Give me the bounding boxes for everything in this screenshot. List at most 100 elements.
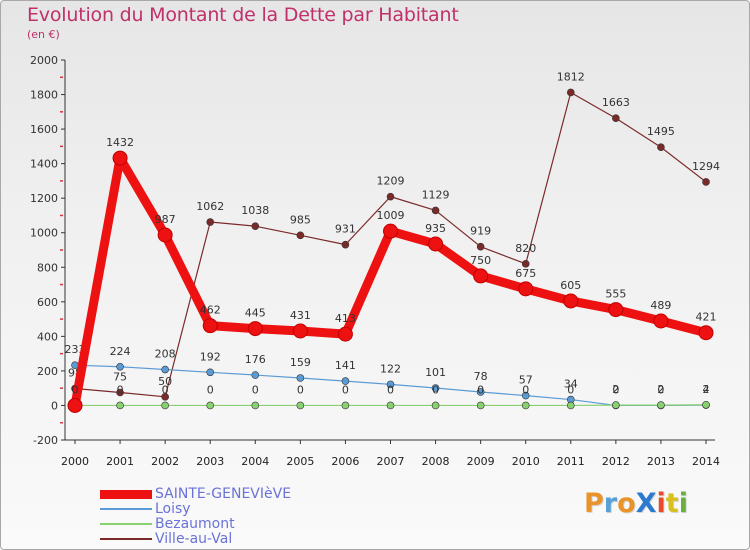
data-label: 1038 — [241, 204, 269, 217]
legend-swatch — [100, 489, 152, 499]
x-tick-label: 2007 — [377, 455, 405, 468]
y-tick-label: 1800 — [30, 89, 58, 102]
y-tick-label: 600 — [37, 296, 58, 309]
data-label: 462 — [200, 304, 221, 317]
y-tick-label: 200 — [37, 365, 58, 378]
data-label: 0 — [477, 383, 484, 396]
data-label: 985 — [290, 213, 311, 226]
data-label: 0 — [522, 383, 529, 396]
data-label: 141 — [335, 359, 356, 372]
x-tick-label: 2002 — [151, 455, 179, 468]
data-label: 1209 — [377, 175, 405, 188]
data-label: 1062 — [196, 200, 224, 213]
data-label: 0 — [252, 383, 259, 396]
data-point — [431, 384, 440, 392]
data-label: 0 — [342, 383, 349, 396]
data-point — [116, 401, 124, 410]
legend-item: Loisy — [100, 501, 191, 517]
data-label: 224 — [110, 345, 131, 358]
data-point — [521, 391, 530, 400]
data-label: 57 — [519, 374, 533, 387]
data-label: 421 — [696, 311, 717, 324]
data-label: 4 — [703, 383, 710, 396]
data-label: 0 — [207, 383, 214, 396]
data-label: 987 — [155, 213, 176, 226]
data-label: 919 — [470, 225, 491, 238]
data-label: 0 — [567, 383, 574, 396]
data-point — [386, 192, 395, 201]
data-point — [702, 400, 710, 409]
brand-letter: i — [678, 488, 688, 519]
data-point — [67, 397, 83, 413]
data-point — [657, 143, 665, 152]
data-label: 0 — [117, 383, 124, 396]
legend-label: Loisy — [155, 501, 191, 517]
data-point — [476, 242, 485, 251]
data-label: 0 — [387, 383, 394, 396]
x-tick-label: 2000 — [61, 455, 89, 468]
data-point — [157, 227, 173, 243]
x-tick-label: 2013 — [647, 455, 675, 468]
data-label: 820 — [515, 242, 536, 255]
y-tick-label: 1200 — [30, 192, 58, 205]
data-point — [476, 401, 485, 410]
data-point — [657, 401, 665, 409]
x-tick-label: 2014 — [692, 455, 720, 468]
legend-label: Bezaumont — [155, 516, 235, 532]
y-tick-label: 2000 — [30, 54, 58, 67]
data-point — [161, 393, 169, 401]
data-point — [698, 325, 714, 341]
data-label: 0 — [297, 383, 304, 396]
y-tick-label: 800 — [37, 261, 58, 274]
data-point — [206, 401, 215, 410]
y-tick-label: 0 — [51, 399, 58, 412]
x-tick-label: 2011 — [557, 455, 585, 468]
data-label: 2 — [657, 383, 664, 396]
data-point — [161, 401, 169, 410]
data-label: 2 — [703, 383, 710, 396]
brand-letter: o — [617, 488, 636, 519]
legend-swatch — [100, 508, 152, 510]
data-label: 1294 — [692, 160, 720, 173]
data-label: 750 — [470, 254, 491, 267]
data-point — [341, 240, 350, 249]
x-tick-label: 2001 — [106, 455, 134, 468]
data-label: 0 — [72, 383, 79, 396]
data-point — [431, 401, 440, 410]
x-tick-label: 2004 — [241, 455, 269, 468]
data-label: 0 — [162, 383, 169, 396]
brand-letter: t — [665, 488, 679, 519]
data-point — [206, 368, 215, 377]
data-point — [116, 388, 124, 397]
data-point — [206, 218, 215, 226]
data-point — [161, 365, 169, 374]
legend-label: SAINTE-GENEVIèVE — [155, 486, 292, 502]
legend-item: Bezaumont — [100, 516, 235, 532]
data-label: 34 — [564, 378, 578, 391]
x-tick-label: 2003 — [196, 455, 224, 468]
data-point — [612, 401, 620, 409]
data-point — [251, 371, 260, 379]
unit-label: (en €) — [27, 28, 60, 41]
data-label: 1009 — [377, 209, 405, 222]
x-tick-label: 2008 — [422, 455, 450, 468]
data-label: 159 — [290, 356, 311, 369]
data-point — [521, 401, 530, 410]
data-point — [431, 206, 440, 215]
y-tick-label: -200 — [33, 434, 58, 447]
data-label: 0 — [612, 383, 619, 396]
brand-letter: X — [635, 488, 657, 519]
data-point — [202, 318, 218, 334]
legend-item: SAINTE-GENEVIèVE — [100, 486, 291, 502]
legend-swatch — [100, 523, 152, 525]
data-point — [341, 401, 350, 410]
legend-item: Ville-au-Val — [100, 531, 232, 547]
data-label: 101 — [425, 366, 446, 379]
data-point — [521, 260, 530, 268]
y-tick-label: 1400 — [30, 158, 58, 171]
brand-logo: ProXiti — [584, 488, 688, 519]
x-tick-label: 2005 — [286, 455, 314, 468]
data-point — [563, 293, 579, 309]
data-label: 1663 — [602, 96, 630, 109]
